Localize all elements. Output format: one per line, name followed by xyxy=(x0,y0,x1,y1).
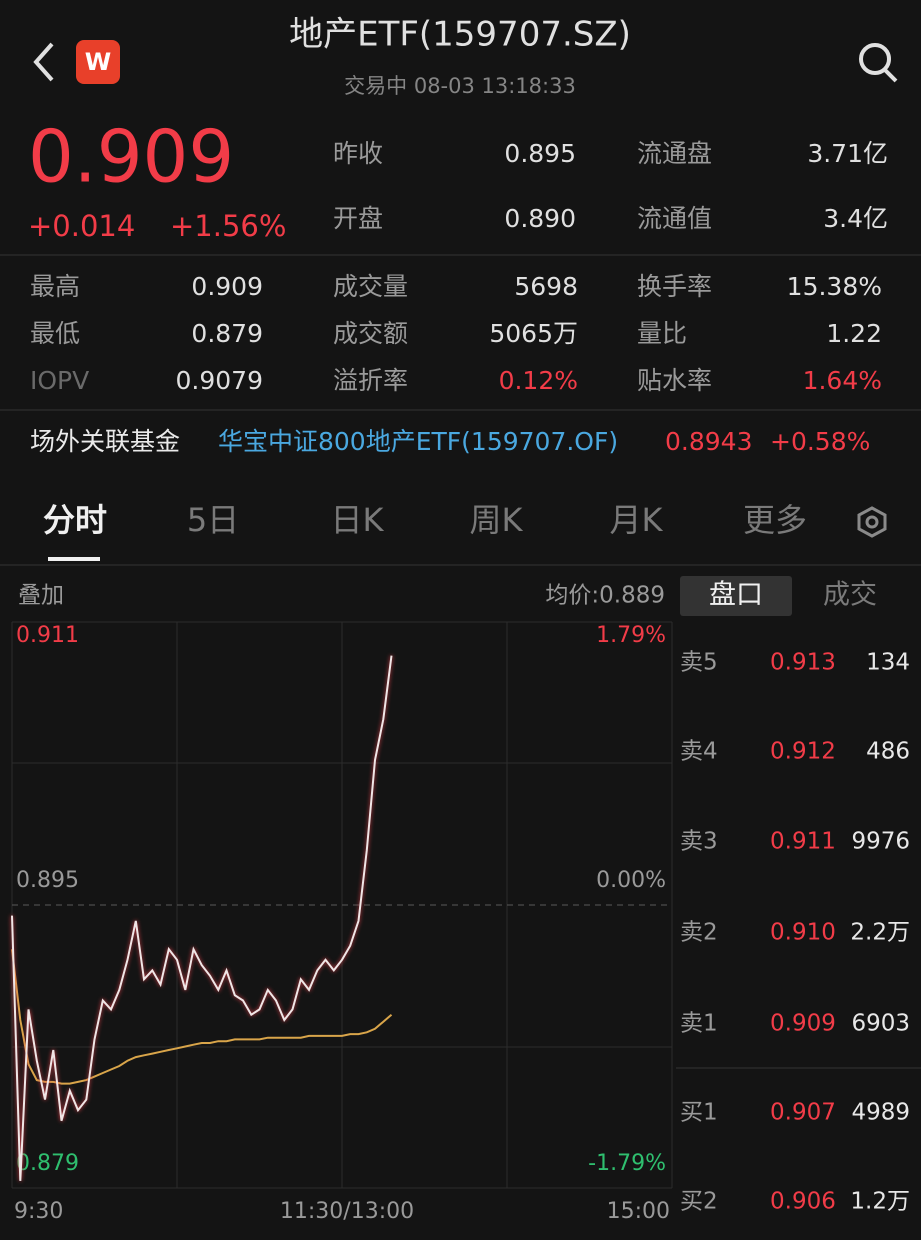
detail-value: 15.38% xyxy=(787,272,882,301)
stat-value: 3.4亿 xyxy=(823,204,888,233)
average-price: 均价:0.889 xyxy=(545,583,665,609)
overlay-button[interactable]: 叠加 xyxy=(18,583,64,609)
book-price: 0.909 xyxy=(770,1011,836,1037)
detail-value: 0.12% xyxy=(499,366,578,395)
chart-tab[interactable]: 更多 xyxy=(743,501,807,539)
detail-label: 贴水率 xyxy=(637,366,712,395)
stat-value: 3.71亿 xyxy=(807,139,888,168)
book-price: 0.911 xyxy=(770,829,836,855)
detail-label: IOPV xyxy=(30,366,89,395)
detail-label: 成交额 xyxy=(333,319,408,348)
detail-value: 1.22 xyxy=(826,319,882,348)
detail-label: 最高 xyxy=(30,272,80,301)
linked-change: +0.58% xyxy=(770,427,870,456)
detail-value: 5065万 xyxy=(489,319,578,348)
detail-value: 5698 xyxy=(514,272,578,301)
search-icon xyxy=(883,68,898,83)
detail-label: 溢折率 xyxy=(333,366,408,395)
settings-icon xyxy=(857,506,887,538)
book-side: 卖5 xyxy=(680,650,718,676)
book-volume: 4989 xyxy=(851,1100,910,1126)
stat-label: 昨收 xyxy=(333,139,383,168)
book-side: 买2 xyxy=(680,1189,718,1215)
detail-label: 量比 xyxy=(637,319,687,348)
book-side: 卖2 xyxy=(680,920,718,946)
status: 交易中 08-03 13:18:33 xyxy=(344,74,576,98)
chart-tab[interactable]: 分时 xyxy=(43,501,107,539)
x-tick-label: 9:30 xyxy=(14,1199,63,1224)
active-tab-bg xyxy=(680,576,792,616)
logo-text: W xyxy=(85,48,111,76)
linked-price: 0.8943 xyxy=(665,427,752,456)
detail-label: 最低 xyxy=(30,319,80,348)
average-line xyxy=(11,949,393,1085)
detail-value: 0.909 xyxy=(191,272,263,301)
book-price: 0.906 xyxy=(770,1189,836,1215)
book-price: 0.912 xyxy=(770,739,836,765)
y-tick-label: 0.895 xyxy=(16,868,79,893)
book-side: 卖4 xyxy=(680,739,718,765)
price-line xyxy=(11,655,393,1181)
book-volume: 486 xyxy=(866,739,910,765)
book-volume: 1.2万 xyxy=(850,1189,910,1215)
detail-label: 换手率 xyxy=(637,272,712,301)
chart-tab[interactable]: 5日 xyxy=(187,501,239,539)
chart-tab[interactable]: 月K xyxy=(610,501,664,539)
price-change: +0.014 xyxy=(28,209,135,243)
x-tick-label: 11:30/13:00 xyxy=(280,1199,414,1224)
x-tick-label: 15:00 xyxy=(607,1199,670,1224)
book-volume: 134 xyxy=(866,650,910,676)
stat-value: 0.890 xyxy=(504,204,576,233)
stat-label: 流通值 xyxy=(637,204,712,233)
stat-label: 开盘 xyxy=(333,204,383,233)
detail-value: 0.879 xyxy=(191,319,263,348)
detail-value: 1.64% xyxy=(803,366,882,395)
book-tab[interactable]: 成交 xyxy=(823,580,877,611)
book-side: 卖3 xyxy=(680,829,718,855)
title: 地产ETF(159707.SZ) xyxy=(289,15,631,55)
logo xyxy=(76,40,120,84)
y2-tick-label: 1.79% xyxy=(596,623,666,648)
chart-tab[interactable]: 日K xyxy=(331,501,385,539)
settings-button[interactable] xyxy=(857,506,887,538)
book-price: 0.907 xyxy=(770,1100,836,1126)
back-button[interactable] xyxy=(33,42,54,82)
book-tab[interactable]: 盘口 xyxy=(709,580,763,611)
book-volume: 6903 xyxy=(851,1011,910,1037)
stat-label: 流通盘 xyxy=(637,139,712,168)
book-volume: 9976 xyxy=(851,829,910,855)
stat-value: 0.895 xyxy=(504,139,576,168)
book-price: 0.910 xyxy=(770,920,836,946)
price-change-pct: +1.56% xyxy=(170,209,286,243)
y2-tick-label: -1.79% xyxy=(588,1151,666,1176)
book-volume: 2.2万 xyxy=(850,920,910,946)
linked-label: 场外关联基金 xyxy=(30,427,180,456)
tab-indicator xyxy=(48,557,100,561)
linked-fund-name[interactable]: 华宝中证800地产ETF(159707.OF) xyxy=(218,427,618,456)
detail-label: 成交量 xyxy=(333,272,408,301)
last-price: 0.909 xyxy=(28,115,234,199)
chart-tab[interactable]: 周K xyxy=(470,501,524,539)
y2-tick-label: 0.00% xyxy=(596,868,666,893)
search-icon xyxy=(859,43,891,75)
book-price: 0.913 xyxy=(770,650,836,676)
y-tick-label: 0.911 xyxy=(16,623,79,648)
book-side: 买1 xyxy=(680,1100,718,1126)
search-button[interactable] xyxy=(859,43,898,83)
book-side: 卖1 xyxy=(680,1011,718,1037)
detail-value: 0.9079 xyxy=(176,366,263,395)
y-tick-label: 0.879 xyxy=(16,1151,79,1176)
settings-icon xyxy=(865,515,879,529)
